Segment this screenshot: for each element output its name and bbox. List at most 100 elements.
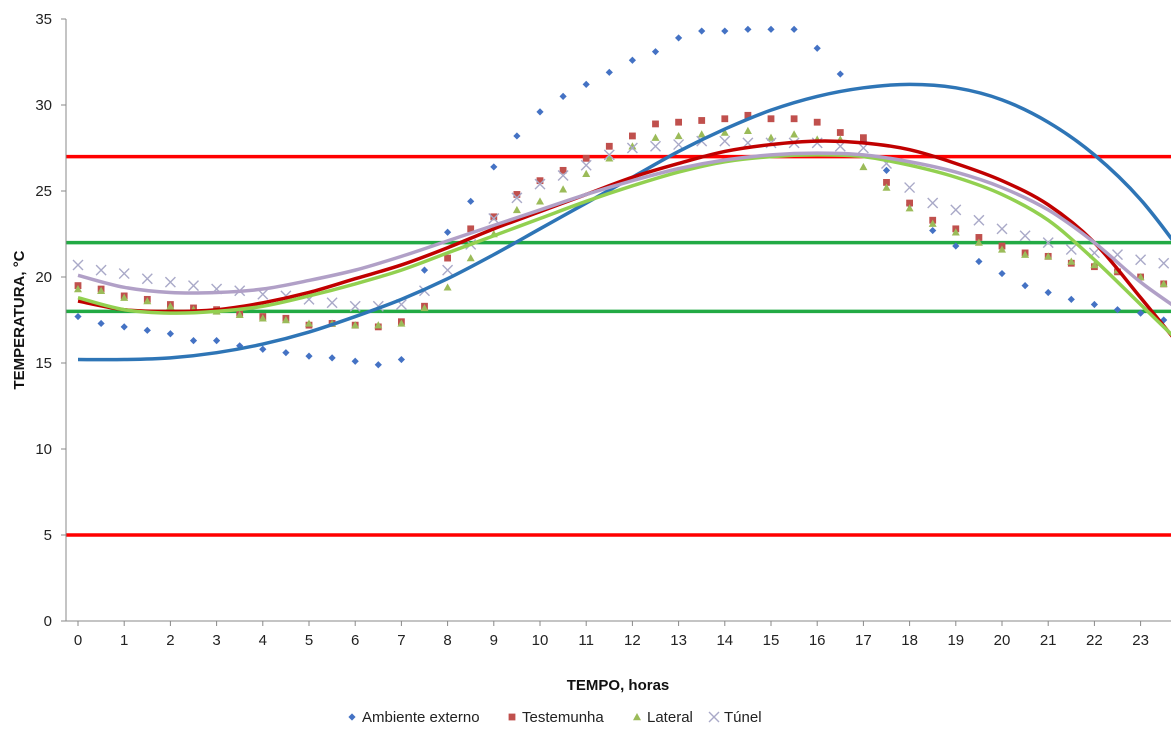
point-2-47 bbox=[1159, 279, 1168, 288]
legend-marker-0 bbox=[348, 713, 356, 721]
axes bbox=[65, 19, 1171, 622]
point-1-18 bbox=[490, 213, 498, 221]
trend-line-2 bbox=[77, 153, 1171, 337]
trend-line-3 bbox=[77, 151, 1171, 307]
point-0-26 bbox=[675, 34, 683, 42]
point-0-33 bbox=[836, 70, 844, 78]
series-0 bbox=[74, 25, 1168, 369]
point-1-32 bbox=[813, 118, 821, 126]
point-2-13 bbox=[374, 321, 383, 329]
point-2-29 bbox=[743, 126, 752, 134]
point-3-0 bbox=[72, 259, 84, 271]
x-tick-label-13: 13 bbox=[670, 632, 687, 649]
point-0-2 bbox=[120, 323, 128, 331]
point-3-25 bbox=[650, 140, 661, 152]
point-1-17 bbox=[467, 225, 475, 233]
point-2-38 bbox=[951, 228, 960, 236]
point-1-20 bbox=[536, 177, 544, 185]
point-3-3 bbox=[141, 273, 153, 285]
point-2-40 bbox=[998, 245, 1006, 253]
point-2-39 bbox=[974, 238, 983, 246]
point-3-18 bbox=[488, 213, 500, 225]
point-2-19 bbox=[512, 205, 521, 214]
x-tick-label-2: 2 bbox=[166, 632, 174, 649]
point-0-1 bbox=[97, 319, 105, 328]
point-3-38 bbox=[950, 204, 962, 216]
point-2-8 bbox=[258, 314, 267, 322]
point-0-27 bbox=[698, 27, 706, 35]
point-0-18 bbox=[490, 163, 498, 171]
point-3-1 bbox=[95, 264, 107, 276]
point-0-46 bbox=[1137, 309, 1145, 317]
point-1-35 bbox=[883, 179, 890, 186]
point-1-33 bbox=[836, 129, 844, 136]
point-3-2 bbox=[118, 268, 130, 280]
legend-label-3: Túnel bbox=[724, 709, 762, 726]
point-3-11 bbox=[326, 297, 338, 309]
point-3-46 bbox=[1135, 254, 1147, 266]
x-tick-label-11: 11 bbox=[578, 632, 594, 649]
point-2-17 bbox=[466, 254, 475, 262]
point-0-43 bbox=[1067, 295, 1075, 303]
point-2-9 bbox=[281, 316, 290, 324]
point-1-31 bbox=[790, 115, 798, 123]
y-axis-title: TEMPERATURA, °C bbox=[11, 250, 28, 389]
y-tick-label-30: 30 bbox=[35, 97, 52, 114]
point-0-32 bbox=[813, 44, 821, 52]
point-0-21 bbox=[559, 92, 567, 100]
point-2-15 bbox=[420, 303, 429, 312]
point-0-45 bbox=[1113, 306, 1122, 314]
point-1-27 bbox=[698, 117, 706, 124]
point-3-28 bbox=[719, 135, 731, 147]
point-0-31 bbox=[790, 25, 798, 33]
x-tick-label-4: 4 bbox=[259, 632, 267, 649]
x-tick-label-15: 15 bbox=[763, 632, 780, 649]
point-1-30 bbox=[767, 115, 775, 123]
point-1-25 bbox=[652, 120, 659, 128]
point-2-41 bbox=[1021, 250, 1030, 258]
point-0-30 bbox=[767, 25, 775, 33]
x-tick-label-7: 7 bbox=[397, 632, 405, 649]
point-3-4 bbox=[164, 276, 176, 288]
point-2-3 bbox=[143, 297, 152, 305]
point-2-2 bbox=[120, 293, 129, 301]
point-2-16 bbox=[443, 283, 452, 291]
point-1-34 bbox=[860, 134, 867, 142]
point-1-22 bbox=[582, 154, 590, 162]
point-0-20 bbox=[536, 108, 544, 116]
point-1-29 bbox=[744, 111, 752, 119]
point-3-41 bbox=[1019, 230, 1031, 242]
x-tick-label-9: 9 bbox=[490, 632, 498, 649]
point-1-19 bbox=[513, 191, 521, 198]
point-0-40 bbox=[998, 269, 1006, 278]
point-2-23 bbox=[605, 154, 614, 162]
x-tick-label-19: 19 bbox=[947, 632, 964, 649]
point-2-28 bbox=[720, 128, 729, 136]
point-1-21 bbox=[559, 166, 567, 174]
point-3-19 bbox=[511, 192, 523, 204]
point-3-23 bbox=[603, 149, 615, 161]
point-0-8 bbox=[259, 345, 267, 353]
legend-label-0: Ambiente externo bbox=[362, 709, 480, 726]
point-2-0 bbox=[74, 285, 82, 293]
point-0-11 bbox=[328, 354, 336, 362]
point-2-42 bbox=[1044, 252, 1053, 260]
trend-lines bbox=[77, 82, 1171, 362]
point-1-23 bbox=[605, 142, 613, 150]
point-3-37 bbox=[927, 197, 939, 209]
y-tick-label-10: 10 bbox=[35, 441, 52, 458]
point-2-34 bbox=[859, 162, 868, 171]
point-2-21 bbox=[559, 185, 568, 193]
point-0-38 bbox=[952, 242, 960, 250]
point-0-24 bbox=[628, 56, 636, 64]
reference-lines bbox=[66, 154, 1171, 537]
point-0-29 bbox=[744, 25, 752, 33]
point-0-44 bbox=[1090, 300, 1098, 309]
point-0-7 bbox=[236, 342, 244, 350]
x-tick-label-8: 8 bbox=[443, 632, 451, 649]
x-tick-label-16: 16 bbox=[809, 632, 826, 649]
point-2-31 bbox=[790, 130, 799, 138]
point-0-0 bbox=[74, 312, 82, 321]
point-2-4 bbox=[166, 302, 175, 310]
